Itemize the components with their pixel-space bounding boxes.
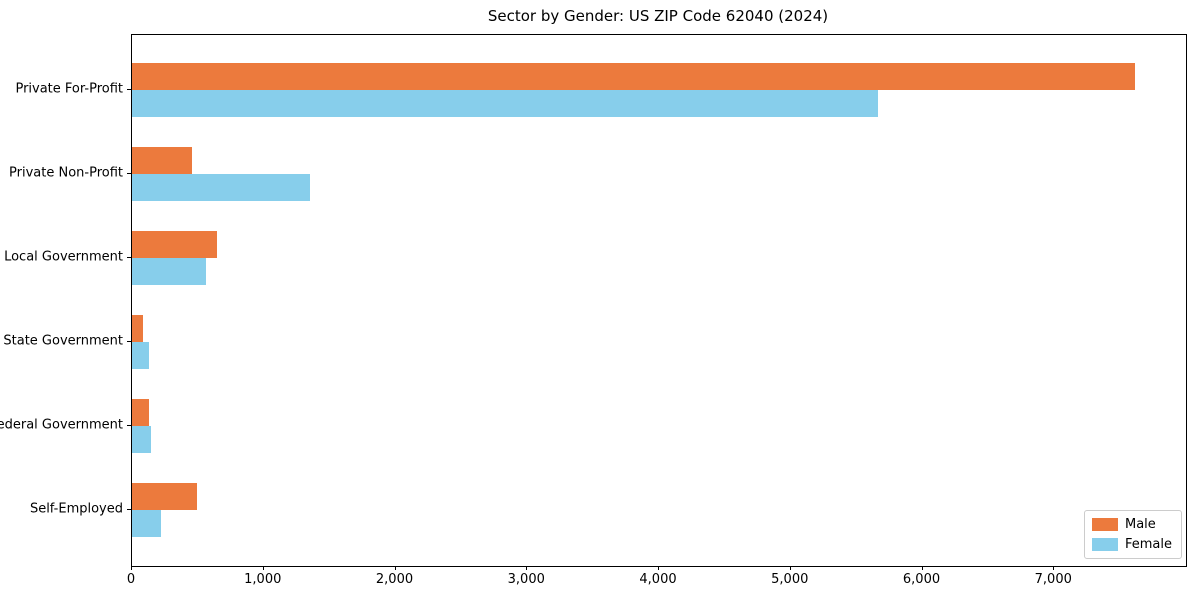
legend-item-male: Male bbox=[1091, 517, 1172, 532]
x-axis-tick-label: 0 bbox=[126, 572, 136, 587]
y-axis-tick bbox=[127, 508, 131, 510]
y-axis-label: Private For-Profit bbox=[15, 81, 123, 96]
bar-male-5 bbox=[132, 398, 149, 426]
x-axis-tick-label: 5,000 bbox=[771, 572, 809, 587]
chart-title: Sector by Gender: US ZIP Code 62040 (202… bbox=[487, 7, 829, 25]
bar-male-6 bbox=[132, 482, 198, 510]
y-axis-label: Private Non-Profit bbox=[9, 165, 123, 180]
x-axis-tick-label: 7,000 bbox=[1034, 572, 1072, 587]
x-axis-tick-label: 1,000 bbox=[244, 572, 282, 587]
bar-male-4 bbox=[132, 314, 144, 342]
x-axis-tick bbox=[131, 566, 132, 570]
male-legend-swatch bbox=[1091, 518, 1118, 531]
x-axis-tick-label: 4,000 bbox=[639, 572, 677, 587]
x-axis-tick bbox=[921, 566, 923, 570]
y-axis-label: State Government bbox=[3, 333, 123, 348]
y-axis-label: Federal Government bbox=[0, 417, 123, 432]
bar-female-5 bbox=[132, 425, 151, 453]
bar-male-3 bbox=[132, 230, 217, 258]
x-axis-tick bbox=[262, 566, 264, 570]
bar-female-1 bbox=[132, 89, 878, 117]
y-axis-tick bbox=[127, 340, 131, 342]
bar-female-4 bbox=[132, 341, 150, 369]
x-axis-tick-label: 6,000 bbox=[902, 572, 941, 587]
y-axis-label: Self-Employed bbox=[29, 501, 123, 516]
y-axis-tick bbox=[127, 424, 131, 426]
x-axis-tick bbox=[526, 566, 528, 570]
female-legend-label: Female bbox=[1124, 537, 1172, 552]
x-axis-tick bbox=[394, 566, 396, 570]
legend: Male Female bbox=[1083, 510, 1182, 559]
y-axis-tick bbox=[127, 256, 131, 258]
male-legend-label: Male bbox=[1124, 517, 1156, 532]
bar-female-6 bbox=[132, 509, 161, 537]
bar-male-2 bbox=[132, 146, 192, 174]
plot-area: Male Female bbox=[131, 34, 1187, 567]
bar-female-2 bbox=[132, 173, 310, 201]
female-legend-swatch bbox=[1091, 538, 1118, 551]
x-axis-tick bbox=[789, 566, 791, 570]
bar-female-3 bbox=[132, 257, 206, 285]
x-axis-tick-label: 3,000 bbox=[507, 572, 545, 587]
y-axis-label: Local Government bbox=[4, 249, 123, 264]
x-axis-tick bbox=[658, 566, 659, 570]
bar-male-1 bbox=[132, 62, 1135, 90]
legend-item-female: Female bbox=[1091, 537, 1172, 552]
y-axis-tick bbox=[127, 88, 131, 90]
x-axis-tick bbox=[1053, 566, 1055, 570]
x-axis-tick-label: 2,000 bbox=[375, 572, 414, 587]
y-axis-tick bbox=[127, 172, 131, 174]
